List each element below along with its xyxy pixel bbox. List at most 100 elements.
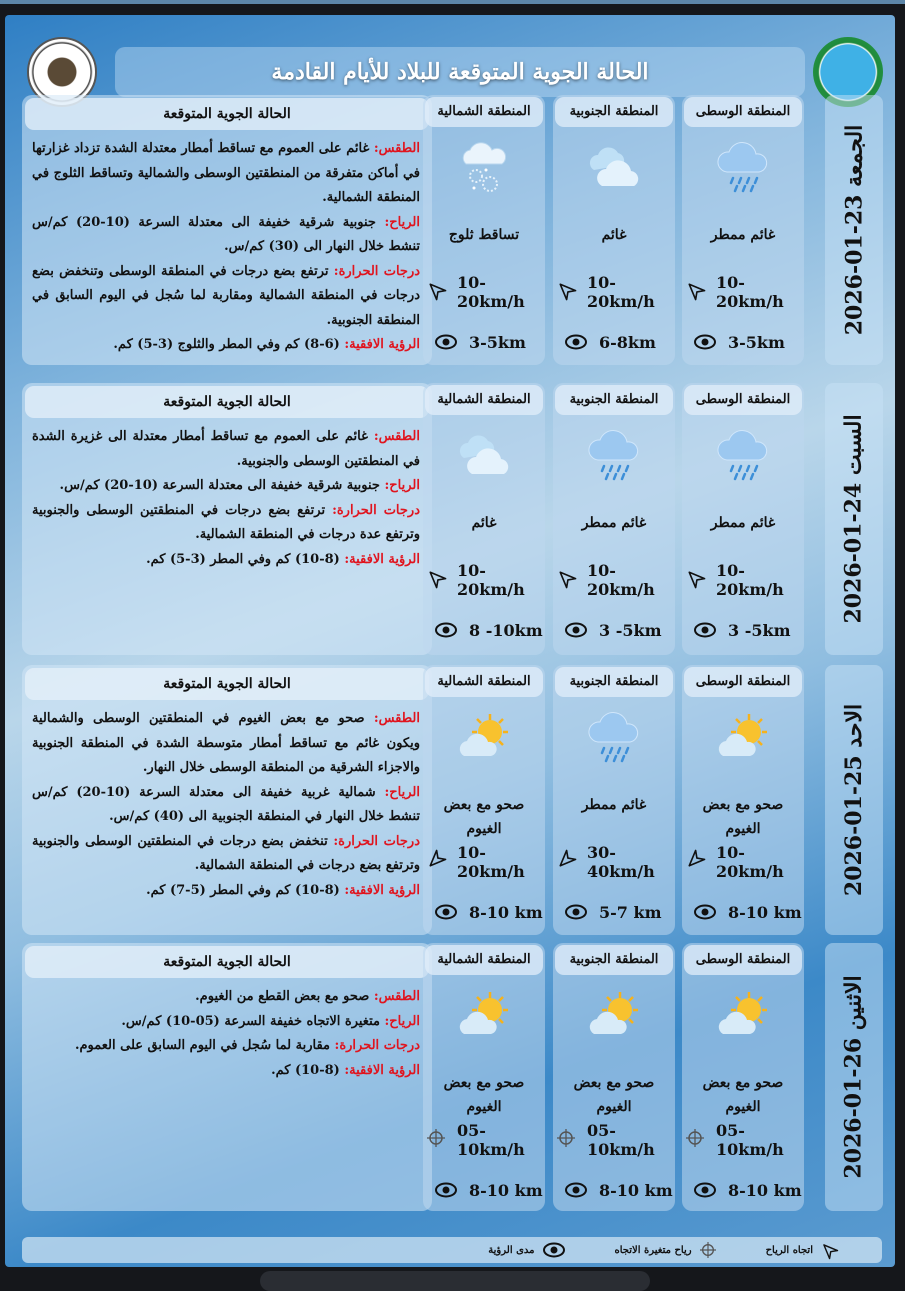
eye-icon xyxy=(694,622,716,638)
line-label: درجات الحرارة: xyxy=(333,263,421,279)
visibility-row: 8 -10km xyxy=(423,618,545,642)
visibility-row: 8-10 km xyxy=(553,1178,675,1202)
forecast-line-temperature: درجات الحرارة: ترتفع بضع درجات في المنطق… xyxy=(32,499,420,548)
eye-icon xyxy=(435,334,457,350)
line-text: صحو مع بعض القطع من الغيوم. xyxy=(195,989,374,1004)
forecast-text-panel: الحالة الجوية المتوقعة الطقس: صحو مع بعض… xyxy=(22,665,432,935)
line-text: (8-10) كم. xyxy=(271,1062,345,1078)
forecast-text-panel: الحالة الجوية المتوقعة الطقس: صحو مع بعض… xyxy=(22,943,432,1211)
eye-icon xyxy=(435,622,457,638)
line-label: درجات الحرارة: xyxy=(334,1038,420,1053)
visibility-value: 8-10 km xyxy=(728,1180,802,1200)
wind-row: 10-20km/h xyxy=(553,561,675,599)
forecast-line-visibility: الرؤية الافقية: (8-10) كم وفي المطر (3-5… xyxy=(32,548,420,573)
wind-speed: 10-20km/h xyxy=(716,561,784,599)
panel-title: الحالة الجوية المتوقعة xyxy=(25,98,429,130)
line-text: ترتفع بضع درجات في المنطقتين الوسطى والج… xyxy=(32,502,420,543)
wind-speed: 05-10km/h xyxy=(457,1121,525,1159)
region-card: المنطقة الوسطى صحو مع بعض الغيوم 10-20km… xyxy=(682,665,804,935)
forecast-line-temperature: درجات الحرارة: ترتفع بضع درجات في المنطق… xyxy=(32,260,420,334)
partly-sunny-icon xyxy=(584,988,644,1043)
visibility-value: 6-8km xyxy=(599,332,656,352)
panel-title: الحالة الجوية المتوقعة xyxy=(25,386,429,418)
day-date: الاثنين 26-01-2026 xyxy=(825,943,883,1211)
line-text: غائم على العموم مع تساقط أمطار معتدلة ال… xyxy=(32,429,420,469)
wind-speed: 10-20km/h xyxy=(457,273,525,311)
eye-icon xyxy=(694,904,716,920)
line-text: (8-10) كم وفي المطر (3-5) كم. xyxy=(146,551,345,567)
forecast-text-panel: الحالة الجوية المتوقعة الطقس: غائم على ا… xyxy=(22,95,432,365)
variable-wind-icon xyxy=(699,1242,716,1258)
region-name: المنطقة الشمالية xyxy=(425,97,543,127)
visibility-value: 3 -5km xyxy=(599,620,662,640)
cloud-icon xyxy=(584,140,644,195)
forecast-line-wind: الرياح: متغيرة الاتجاه خفيفة السرعة (05-… xyxy=(32,1010,420,1035)
region-card: المنطقة الجنوبية غائم 10-20km/h 6-8km xyxy=(553,95,675,365)
line-label: الطقس: xyxy=(373,711,420,726)
line-label: الطقس: xyxy=(373,429,420,444)
forecast-line-weather: الطقس: غائم على العموم مع تساقط أمطار مع… xyxy=(32,425,420,474)
condition-label: غائم ممطر xyxy=(710,227,776,243)
visibility-value: 3-5km xyxy=(728,332,785,352)
eye-icon xyxy=(565,334,587,350)
wind-row: 30-40km/h xyxy=(553,843,675,881)
region-card: المنطقة الشمالية صحو مع بعض الغيوم 05-10… xyxy=(423,943,545,1211)
visibility-value: 8-10 km xyxy=(469,1180,543,1200)
variable-wind-icon xyxy=(557,1129,575,1147)
wind-speed: 05-10km/h xyxy=(716,1121,784,1159)
wind-speed: 05-10km/h xyxy=(587,1121,655,1159)
line-text: غائم على العموم مع تساقط أمطار معتدلة ال… xyxy=(32,141,420,205)
region-name: المنطقة الوسطى xyxy=(684,97,802,127)
eye-icon xyxy=(542,1242,565,1258)
forecast-line-visibility: الرؤية الافقية: (8-10) كم. xyxy=(32,1059,420,1084)
line-label: الرؤية الافقية: xyxy=(344,882,420,898)
wind-row: 05-10km/h xyxy=(423,1121,545,1159)
wind-direction-icon xyxy=(688,849,706,867)
visibility-row: 5-7 km xyxy=(553,900,675,924)
visibility-row: 8-10 km xyxy=(682,1178,804,1202)
region-card: المنطقة الجنوبية صحو مع بعض الغيوم 05-10… xyxy=(553,943,675,1211)
forecast-line-wind: الرياح: شمالية غربية خفيفة الى معتدلة ال… xyxy=(32,781,420,830)
wind-row: 10-20km/h xyxy=(423,273,545,311)
date-label: السبت 24-01-2026 xyxy=(841,414,868,624)
line-label: الرياح: xyxy=(384,784,420,800)
wind-direction-icon xyxy=(823,1244,839,1260)
visibility-row: 3-5km xyxy=(423,330,545,354)
legend-visibility: مدى الرؤية xyxy=(488,1242,565,1258)
condition-label: صحو مع بعض الغيوم xyxy=(702,1075,784,1115)
forecast-line-weather: الطقس: صحو مع بعض القطع من الغيوم. xyxy=(32,985,420,1010)
eye-icon xyxy=(565,904,587,920)
day-row: الحالة الجوية المتوقعة الطقس: صحو مع بعض… xyxy=(5,665,895,935)
region-name: المنطقة الشمالية xyxy=(425,945,543,975)
visibility-row: 3 -5km xyxy=(553,618,675,642)
date-label: الاحد 25-01-2026 xyxy=(841,703,868,897)
eye-icon xyxy=(435,904,457,920)
line-text: صحو مع بعض الغيوم في المنطقتين الوسطى وا… xyxy=(32,711,420,775)
visibility-row: 6-8km xyxy=(553,330,675,354)
day-date: الجمعة 23-01-2026 xyxy=(825,95,883,365)
top-strip xyxy=(0,0,905,4)
line-label: الرؤية الافقية: xyxy=(344,337,420,352)
day-row: الحالة الجوية المتوقعة الطقس: صحو مع بعض… xyxy=(5,943,895,1211)
wind-row: 05-10km/h xyxy=(553,1121,675,1159)
forecast-line-weather: الطقس: صحو مع بعض الغيوم في المنطقتين ال… xyxy=(32,707,420,781)
partly-sunny-icon xyxy=(713,988,773,1043)
region-card: المنطقة الوسطى غائم ممطر 10-20km/h 3-5km xyxy=(682,95,804,365)
wind-direction-icon xyxy=(429,283,447,301)
cloud-rain-icon xyxy=(584,710,644,765)
forecast-line-wind: الرياح: جنوبية شرقية خفيفة الى معتدلة ال… xyxy=(32,474,420,499)
region-name: المنطقة الوسطى xyxy=(684,385,802,415)
cloud-snow-icon xyxy=(454,140,514,195)
region-name: المنطقة الشمالية xyxy=(425,667,543,697)
wind-row: 05-10km/h xyxy=(682,1121,804,1159)
line-label: درجات الحرارة: xyxy=(333,833,420,849)
wind-speed: 10-20km/h xyxy=(716,273,784,311)
line-label: الطقس: xyxy=(373,989,420,1004)
forecast-text-panel: الحالة الجوية المتوقعة الطقس: غائم على ا… xyxy=(22,383,432,655)
region-name: المنطقة الجنوبية xyxy=(555,385,673,415)
region-name: المنطقة الجنوبية xyxy=(555,667,673,697)
condition-label: تساقط ثلوج xyxy=(448,227,520,243)
partly-sunny-icon xyxy=(713,710,773,765)
line-text: متغيرة الاتجاه خفيفة السرعة (05-10) كم/س… xyxy=(121,1013,385,1029)
line-text: جنوبية شرقية خفيفة الى معتدلة السرعة (10… xyxy=(32,214,420,255)
